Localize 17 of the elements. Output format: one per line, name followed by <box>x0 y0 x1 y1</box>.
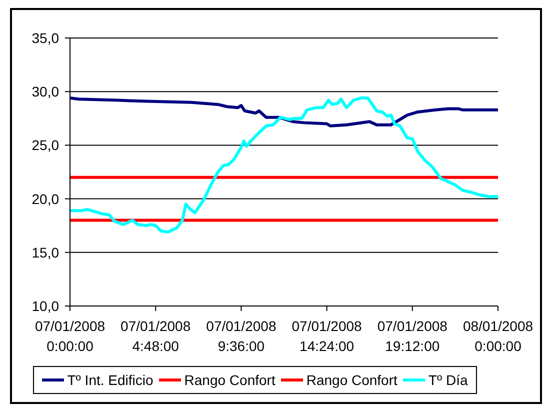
x-tick-label: 07/01/2008 19:12:00 <box>377 318 448 354</box>
y-tick-label: 35,0 <box>32 30 60 46</box>
x-tick-label: 07/01/2008 4:48:00 <box>120 318 191 354</box>
legend-label: Rango Confort <box>184 372 276 388</box>
y-tick-label: 10,0 <box>32 298 60 314</box>
y-tick-label: 20,0 <box>32 190 60 207</box>
y-tick-label: 15,0 <box>32 244 60 260</box>
x-tick-label: 08/01/2008 0:00:00 <box>462 318 534 354</box>
x-tick-label: 07/01/2008 9:36:00 <box>206 318 276 354</box>
legend-label: Tº Int. Edificio <box>67 372 154 388</box>
y-tick-label: 25,0 <box>32 137 60 154</box>
x-tick-label: 07/01/2008 0:00:00 <box>34 318 106 354</box>
legend-label: Rango Confort <box>306 372 398 388</box>
legend-label: Tº Día <box>428 372 468 388</box>
y-tick-label: 30,0 <box>32 84 60 100</box>
x-tick-label: 07/01/2008 14:24:00 <box>292 318 362 354</box>
line-series <box>70 96 498 128</box>
